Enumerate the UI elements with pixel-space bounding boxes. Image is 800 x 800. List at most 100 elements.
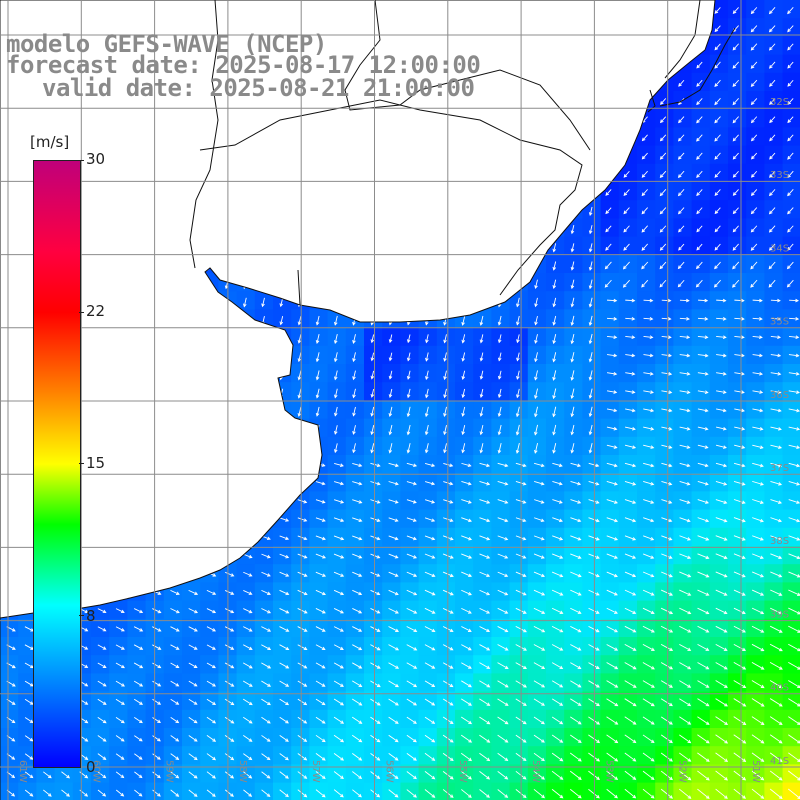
- wind-arrow-head: [760, 592, 765, 596]
- wind-arrow-head: [632, 592, 637, 596]
- wind-arrow-head: [431, 610, 436, 614]
- wind-arrow-head: [394, 591, 399, 596]
- wind-arrow: [716, 372, 726, 375]
- wind-arrow-head: [778, 592, 783, 596]
- wind-arrow-head: [732, 284, 736, 288]
- wind-arrow: [679, 517, 691, 522]
- wind-arrow: [497, 462, 508, 467]
- wind-arrow: [697, 408, 708, 412]
- wind-arrow-head: [534, 321, 538, 326]
- wind-arrow-head: [750, 192, 755, 196]
- wind-arrow-head: [705, 518, 710, 523]
- wind-arrow-head: [659, 265, 664, 270]
- speed-cell: [127, 782, 147, 800]
- wind-arrow: [698, 299, 708, 302]
- wind-arrow: [752, 408, 763, 412]
- wind-arrow: [570, 517, 581, 522]
- wind-arrow: [769, 607, 782, 615]
- wind-arrow: [589, 388, 593, 399]
- wind-arrow-head: [759, 537, 764, 541]
- wind-arrow: [352, 571, 362, 577]
- wind-arrow: [697, 553, 709, 559]
- wind-arrow-head: [406, 357, 411, 362]
- wind-arrow-head: [687, 610, 692, 615]
- wind-arrow-head: [704, 445, 709, 449]
- wind-arrow: [641, 189, 648, 196]
- wind-arrow: [480, 424, 484, 435]
- wind-arrow: [443, 424, 447, 435]
- wind-arrow: [679, 462, 690, 467]
- wind-arrow: [697, 589, 709, 596]
- wind-arrow: [570, 553, 581, 559]
- wind-arrow-head: [388, 413, 393, 417]
- wind-arrow-head: [588, 322, 593, 327]
- wind-arrow: [462, 334, 466, 343]
- wind-arrow: [461, 553, 472, 559]
- wind-arrow: [188, 589, 198, 595]
- wind-arrow: [479, 607, 490, 614]
- wind-arrow-head: [248, 591, 253, 595]
- wind-arrow: [696, 79, 703, 87]
- wind-arrow: [316, 352, 320, 362]
- wind-arrow-head: [248, 609, 253, 614]
- wind-arrow: [770, 390, 781, 394]
- wind-arrow-head: [461, 412, 465, 417]
- wind-arrow-head: [339, 463, 344, 467]
- wind-arrow-head: [723, 537, 728, 541]
- wind-arrow: [370, 626, 380, 632]
- wind-arrow: [279, 517, 289, 522]
- wind-arrow-head: [732, 173, 737, 178]
- wind-arrow-head: [778, 482, 783, 486]
- wind-arrow: [607, 299, 617, 302]
- wind-arrow-head: [340, 628, 344, 632]
- wind-arrow: [479, 553, 490, 559]
- wind-arrow-head: [376, 518, 381, 522]
- wind-arrow-head: [732, 137, 737, 142]
- wind-arrow-head: [297, 339, 302, 344]
- wind-arrow-head: [340, 573, 345, 577]
- wind-arrow: [424, 517, 435, 522]
- wind-arrow: [751, 79, 758, 87]
- wind-arrow: [389, 370, 393, 379]
- wind-arrow: [714, 207, 721, 214]
- wind-arrow-head: [570, 449, 575, 454]
- wind-arrow-head: [559, 537, 564, 541]
- wind-arrow-head: [588, 394, 593, 399]
- wind-arrow: [588, 499, 599, 504]
- wind-arrow-head: [769, 83, 773, 87]
- speed-cell: [254, 782, 274, 800]
- wind-arrow-head: [631, 353, 636, 358]
- wind-arrow: [751, 170, 758, 178]
- wind-arrow: [697, 481, 709, 485]
- wind-arrow-head: [443, 339, 447, 344]
- wind-arrow: [661, 517, 672, 522]
- wind-arrow: [553, 406, 557, 417]
- wind-arrow-head: [732, 101, 737, 106]
- wind-arrow-head: [740, 371, 745, 376]
- wind-arrow: [732, 225, 739, 233]
- wind-arrow-head: [340, 500, 345, 504]
- wind-arrow-head: [696, 210, 700, 215]
- wind-arrow-head: [212, 609, 217, 614]
- wind-arrow: [298, 388, 302, 398]
- wind-arrow-head: [175, 591, 180, 595]
- wind-arrow: [752, 317, 762, 320]
- wind-arrow-head: [650, 573, 655, 578]
- wind-arrow-head: [412, 518, 417, 522]
- wind-arrow: [497, 517, 508, 522]
- wind-arrow: [605, 207, 612, 214]
- wind-arrow-head: [479, 357, 484, 362]
- wind-arrow: [553, 388, 557, 399]
- wind-arrow-head: [424, 449, 429, 454]
- wind-arrow: [643, 335, 653, 338]
- wind-arrow-head: [632, 445, 637, 449]
- wind-arrow-head: [461, 449, 465, 454]
- wind-arrow: [406, 499, 417, 504]
- wind-arrow-head: [370, 393, 375, 398]
- wind-arrow-head: [224, 285, 229, 290]
- wind-arrow-head: [516, 394, 520, 399]
- wind-arrow: [606, 480, 618, 485]
- wind-arrow-head: [732, 246, 737, 251]
- wind-arrow: [660, 589, 673, 596]
- wind-arrow: [407, 388, 411, 398]
